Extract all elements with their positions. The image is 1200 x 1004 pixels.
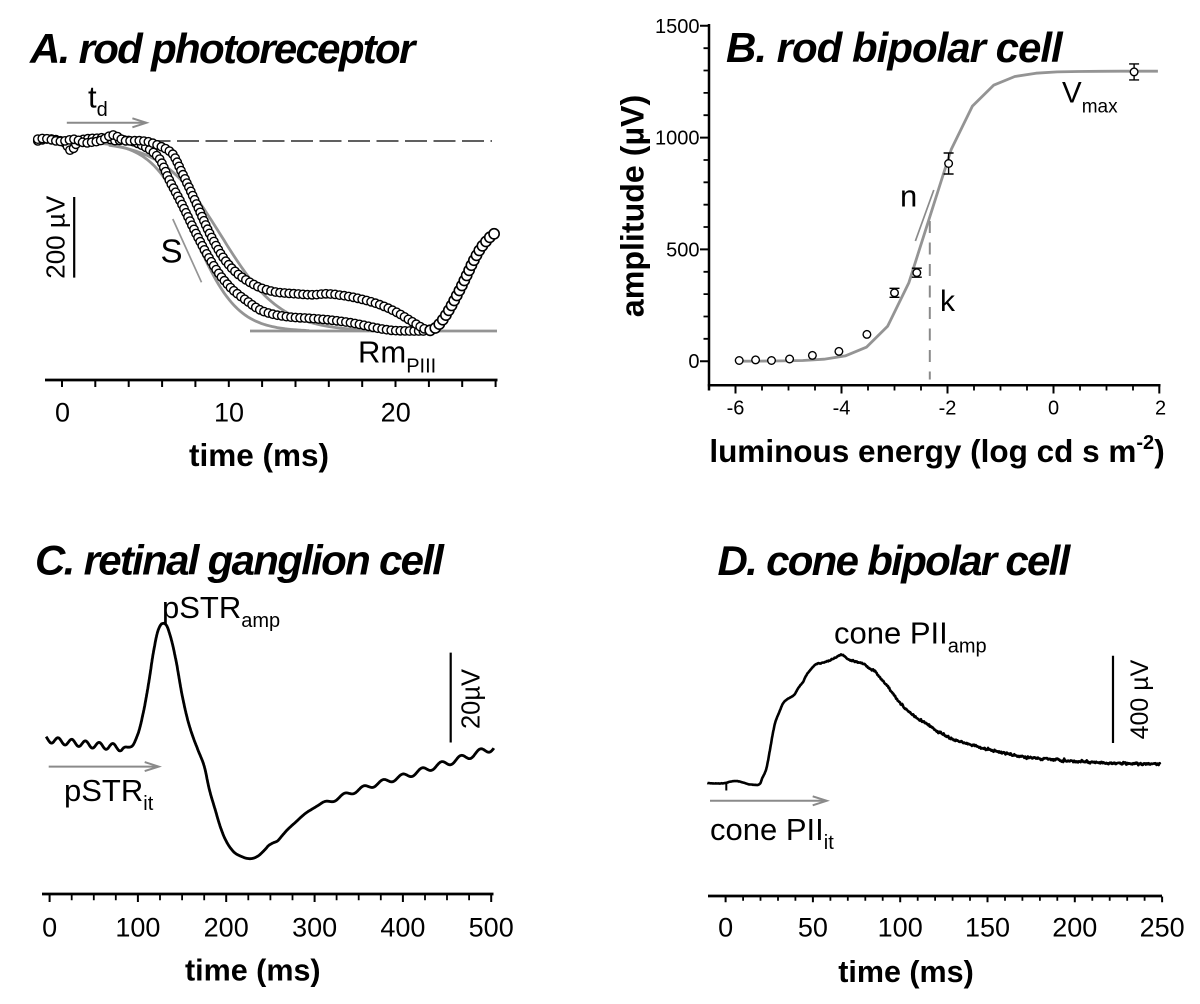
svg-text:time (ms): time (ms)	[838, 955, 974, 989]
svg-text:-6: -6	[727, 398, 745, 420]
svg-text:2: 2	[1155, 398, 1166, 420]
svg-text:amplitude (µV): amplitude (µV)	[615, 95, 651, 317]
svg-text:0: 0	[718, 913, 733, 943]
svg-text:20: 20	[381, 398, 411, 428]
svg-text:10: 10	[214, 398, 244, 428]
svg-text:250: 250	[1140, 913, 1185, 943]
svg-text:k: k	[940, 285, 956, 318]
svg-text:A. rod photoreceptor: A. rod photoreceptor	[29, 25, 418, 72]
svg-text:B. rod bipolar cell: B. rod bipolar cell	[726, 24, 1064, 71]
svg-text:500: 500	[469, 913, 514, 943]
svg-text:100: 100	[878, 913, 923, 943]
svg-text:-2: -2	[939, 398, 957, 420]
svg-text:S: S	[161, 233, 183, 270]
svg-text:C. retinal ganglion cell: C. retinal ganglion cell	[35, 537, 445, 584]
svg-text:150: 150	[965, 913, 1010, 943]
svg-text:400: 400	[380, 913, 425, 943]
svg-text:200: 200	[1052, 913, 1097, 943]
svg-text:time (ms): time (ms)	[185, 954, 321, 988]
svg-text:0: 0	[1048, 398, 1059, 420]
svg-text:400 µV: 400 µV	[1126, 659, 1154, 739]
svg-text:luminous energy (log cd s m-2): luminous energy (log cd s m-2)	[709, 432, 1164, 469]
svg-text:200: 200	[204, 913, 249, 943]
svg-text:100: 100	[115, 913, 160, 943]
svg-text:0: 0	[55, 398, 70, 428]
svg-text:time (ms): time (ms)	[189, 437, 329, 473]
svg-text:20µV: 20µV	[458, 669, 486, 729]
svg-text:200 µV: 200 µV	[41, 195, 71, 279]
svg-text:50: 50	[798, 913, 828, 943]
svg-text:1000: 1000	[655, 128, 700, 150]
svg-text:1500: 1500	[655, 16, 700, 38]
svg-text:0: 0	[688, 351, 699, 373]
svg-text:D. cone bipolar cell: D. cone bipolar cell	[718, 537, 1072, 584]
svg-text:n: n	[900, 179, 917, 214]
svg-text:-4: -4	[833, 398, 851, 420]
svg-text:0: 0	[42, 913, 57, 943]
svg-text:300: 300	[292, 913, 337, 943]
svg-text:500: 500	[666, 239, 699, 261]
